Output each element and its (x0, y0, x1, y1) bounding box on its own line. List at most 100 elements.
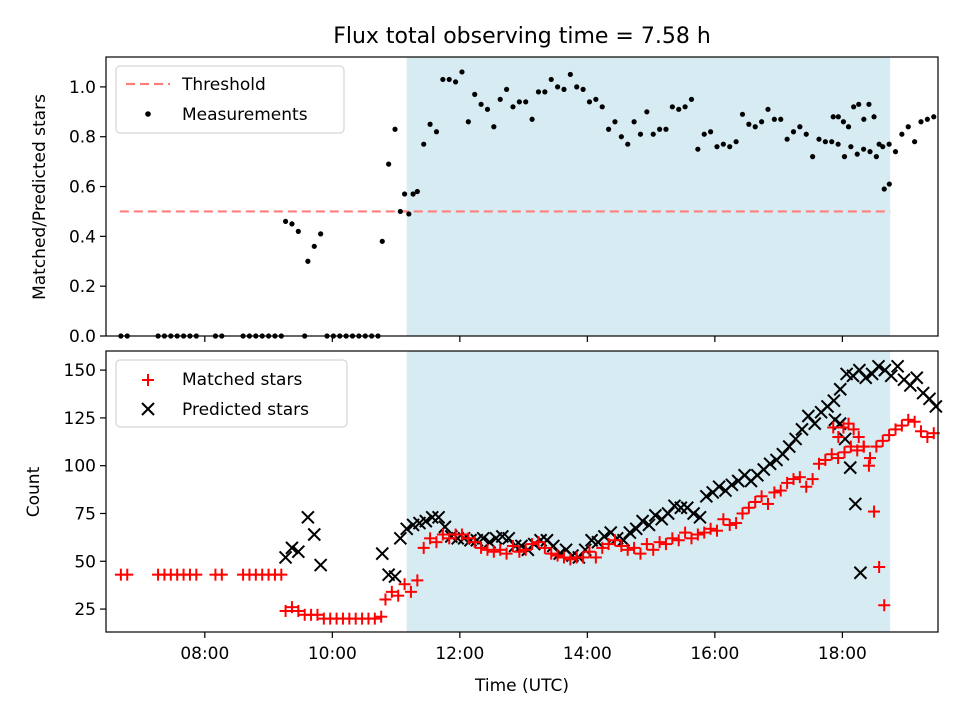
matched-star-point (215, 568, 228, 581)
matched-star-point (691, 528, 704, 541)
measurement-point (727, 144, 733, 150)
top-y-tick-label: 0.8 (69, 128, 96, 148)
measurement-point (618, 134, 624, 140)
matched-star-point (679, 526, 692, 539)
measurement-point (401, 191, 408, 197)
predicted-star-point (929, 399, 943, 414)
measurement-point (695, 146, 701, 152)
matched-star-point (398, 578, 411, 591)
predicted-star-point (712, 480, 726, 494)
matched-star-point (589, 551, 602, 564)
predicted-star-point (438, 520, 452, 534)
matched-star-point (921, 431, 934, 444)
matched-star-point (538, 541, 551, 554)
predicted-star-point (884, 369, 898, 383)
matched-star-point (628, 541, 641, 554)
matched-star-point (311, 608, 324, 621)
predicted-star-point (827, 393, 841, 408)
matched-star-point (781, 476, 794, 489)
measurement-point (873, 154, 879, 160)
measurement-points (118, 69, 937, 339)
matched-star-point (436, 528, 449, 541)
matched-star-point (800, 480, 813, 493)
x-axis-label: Time (UTC) (474, 676, 569, 696)
measurement-point (790, 129, 797, 135)
measurement-point (491, 124, 497, 130)
matched-star-point (774, 484, 787, 497)
x-tick-label: 10:00 (308, 644, 357, 664)
measurement-point (810, 154, 816, 160)
matched-star-point (443, 532, 456, 545)
matched-star-point (392, 589, 405, 602)
measurement-point (289, 221, 295, 227)
measurement-point (397, 208, 403, 215)
matched-star-point (647, 543, 660, 556)
predicted-star-point (623, 525, 637, 540)
bottom-y-tick-label: 100 (64, 457, 96, 477)
measurement-point (379, 238, 385, 244)
measurement-point (708, 129, 714, 135)
predicted-star-point (833, 382, 847, 396)
measurement-point (739, 111, 746, 117)
predicted-star-point (648, 508, 663, 523)
matched-star-point (557, 551, 570, 564)
measurement-point (746, 121, 752, 127)
top-y-tick-label: 0.0 (69, 327, 96, 347)
predicted-star-point (400, 522, 414, 536)
predicted-star-point (725, 478, 739, 492)
predicted-star-point (431, 510, 446, 525)
top-y-axis-label: Matched/Predicted stars (30, 94, 50, 300)
top-y-tick-label: 0.2 (69, 277, 96, 297)
measurement-point (516, 99, 522, 105)
predicted-star-point (425, 510, 439, 525)
predicted-star-point (635, 514, 650, 528)
predicted-star-point (674, 501, 688, 515)
matched-star-point (430, 536, 443, 549)
matched-star-point (653, 536, 666, 549)
matched-star-point (545, 547, 558, 560)
matched-star-point (577, 551, 590, 564)
measurement-point (854, 151, 860, 157)
top-legend-box (115, 65, 345, 134)
measurement-point (612, 119, 618, 125)
measurement-point (682, 104, 688, 110)
measurement-point (752, 124, 758, 130)
measurement-point (503, 86, 510, 92)
predicted-star-point (848, 497, 863, 511)
predicted-star-point (871, 359, 886, 373)
measurement-point (282, 218, 289, 225)
measurement-point (771, 116, 777, 122)
measurement-point (892, 149, 899, 155)
matched-star-point (532, 536, 545, 549)
matched-star-point (895, 419, 908, 432)
measurement-point (311, 243, 317, 249)
matched-star-point (564, 553, 577, 566)
predicted-star-point (642, 518, 656, 532)
matched-star-point (832, 431, 845, 444)
measurement-point (803, 131, 809, 137)
measurement-point (599, 104, 605, 110)
top-x-axis-ticks (204, 336, 843, 342)
matched-star-point (519, 543, 532, 556)
matched-star-point (368, 612, 381, 625)
matched-star-point (506, 539, 519, 552)
matched-star-point (889, 423, 902, 436)
x-tick-label: 12:00 (435, 644, 484, 664)
matched-star-point (806, 473, 819, 486)
measurement-point (829, 139, 835, 145)
predicted-star-point (693, 510, 707, 525)
measurement-point (478, 101, 484, 107)
predicted-star-point (285, 541, 299, 555)
matched-star-point (481, 543, 494, 556)
measurement-point (637, 131, 644, 137)
matched-star-point (404, 585, 417, 598)
bottom-panel: 25 50 75 100 125 150 08:00 10:00 12:00 14:00 16:0… (24, 350, 943, 696)
measurement-point (918, 119, 924, 125)
matched-star-point (723, 518, 736, 531)
measurement-point (414, 188, 420, 195)
measurement-point (924, 116, 930, 122)
matched-star-point (424, 532, 437, 545)
predicted-star-point (393, 531, 408, 546)
top-shaded-span (406, 57, 891, 336)
matched-star-point (787, 473, 800, 486)
